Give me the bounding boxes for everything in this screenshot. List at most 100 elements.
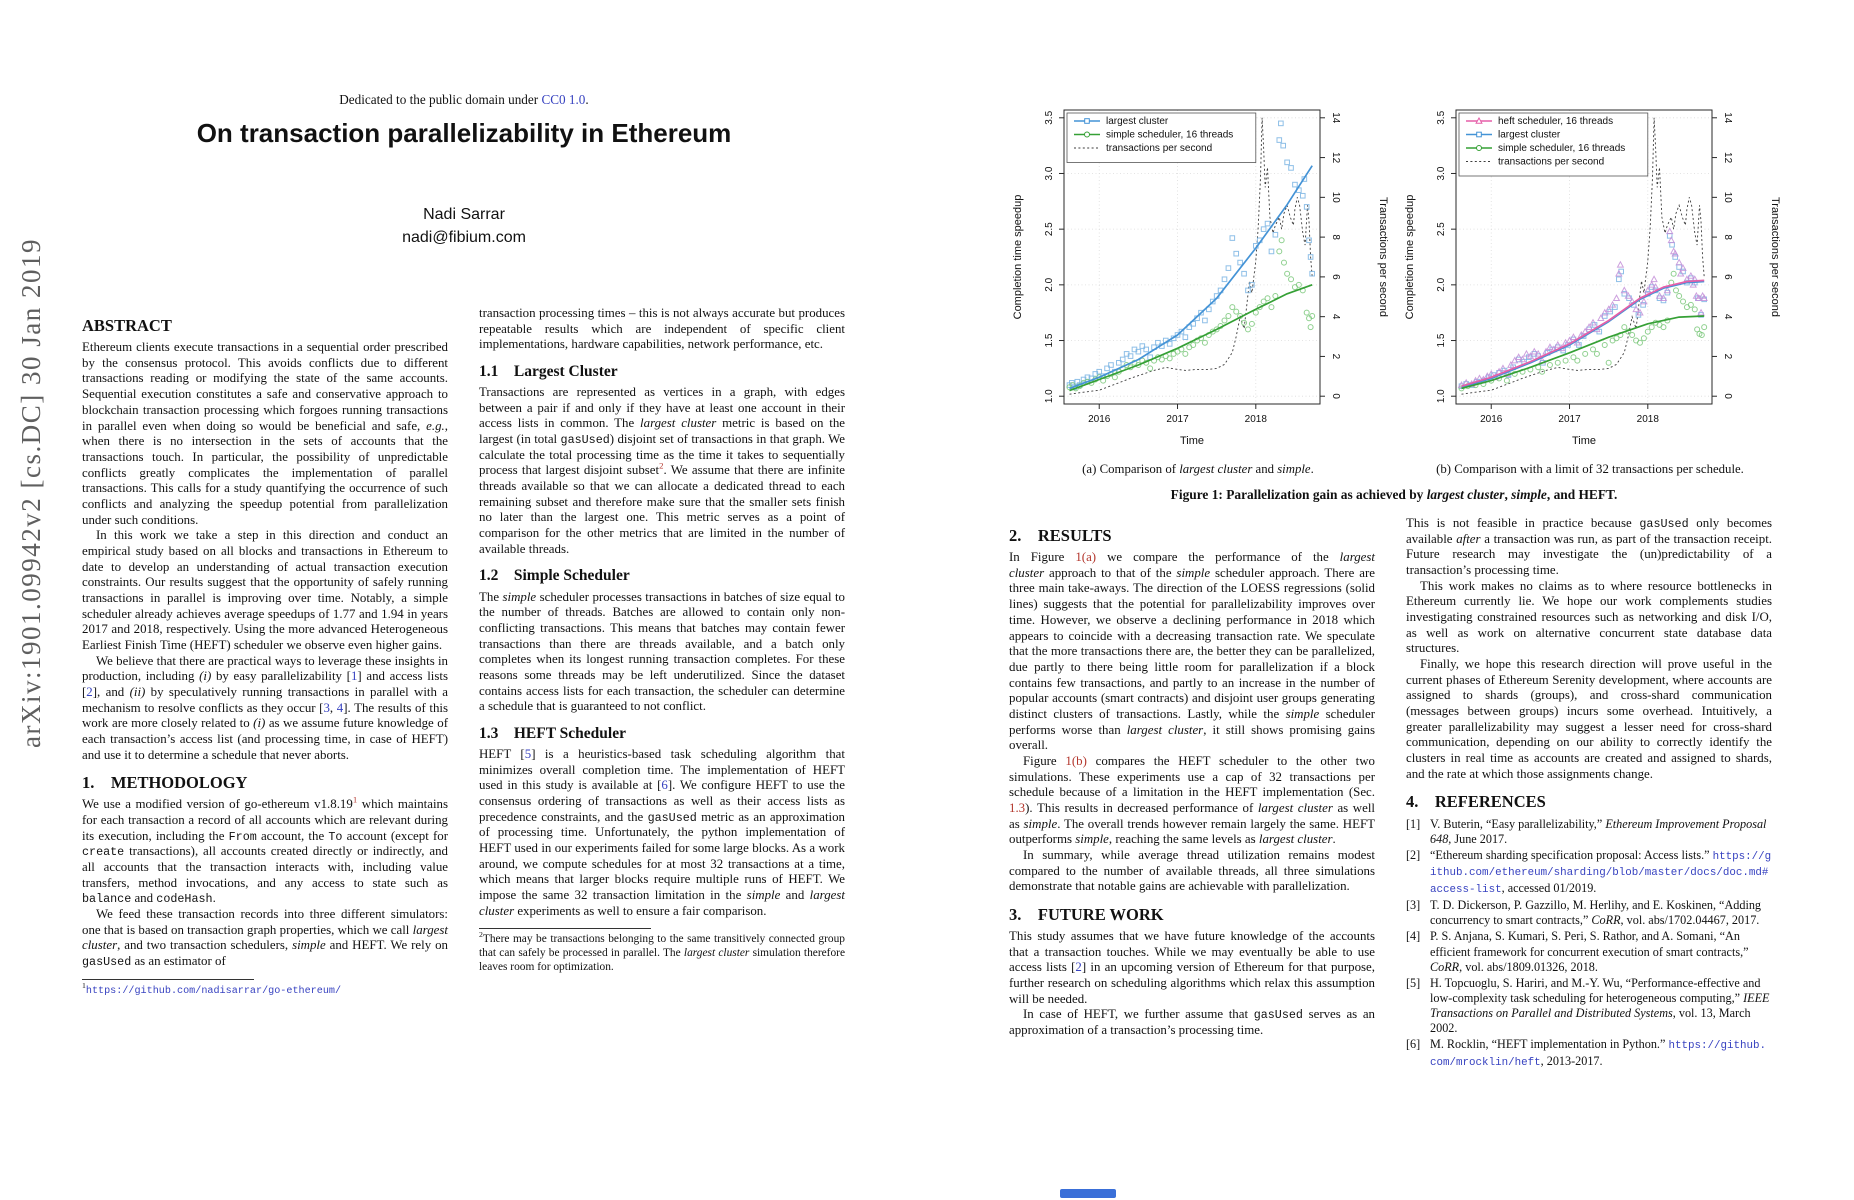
citation-link[interactable]: 1 (350, 669, 358, 684)
svg-text:transactions per second: transactions per second (1498, 157, 1604, 168)
citation-link[interactable]: 5 (524, 746, 532, 761)
paragraph: The simple scheduler processes transacti… (479, 589, 846, 714)
reference-text: P. S. Anjana, S. Kumari, S. Peri, S. Rat… (1430, 929, 1749, 974)
paragraph: Finally, we hope this research direction… (1406, 657, 1772, 781)
svg-text:1.0: 1.0 (1436, 389, 1447, 403)
svg-text:10: 10 (1722, 192, 1733, 204)
subsection-heading: 1.1 Largest Cluster (479, 363, 618, 381)
footnote-rule (479, 928, 651, 930)
svg-text:1.5: 1.5 (1436, 333, 1447, 347)
svg-text:1.5: 1.5 (1044, 333, 1055, 347)
svg-text:3.0: 3.0 (1436, 166, 1447, 180)
svg-text:14: 14 (1330, 112, 1341, 124)
svg-text:2.0: 2.0 (1044, 277, 1055, 291)
svg-text:3.5: 3.5 (1436, 110, 1447, 124)
citation-link[interactable]: 4 (336, 700, 344, 715)
paragraph: In summary, while average thread utiliza… (1009, 847, 1375, 894)
url-link[interactable]: https://github.com/mrocklin/heft (1430, 1040, 1767, 1069)
reference-item: [2] “Ethereum sharding specification prop… (1406, 848, 1772, 897)
svg-text:12: 12 (1330, 152, 1341, 164)
reference-text: “Ethereum sharding specification proposa… (1430, 847, 1772, 896)
reference-item: [6] M. Rocklin, “HEFT implementation in P… (1406, 1037, 1772, 1070)
footnote-rule (82, 978, 254, 980)
svg-text:8: 8 (1330, 234, 1341, 240)
section-heading: 2. RESULTS (1009, 526, 1112, 545)
section-heading: ABSTRACT (82, 316, 172, 335)
paragraph: In Figure 1(a) we compare the performanc… (1009, 550, 1376, 753)
figure-1b-chart: 2016 2017 2018 1.0 1.5 2.0 2.5 3.0 3.5 0 2 4 6 8 10 12 1… (1404, 109, 1781, 447)
svg-text:3.5: 3.5 (1044, 110, 1055, 124)
svg-text:Time: Time (1180, 435, 1204, 447)
svg-text:Time: Time (1572, 435, 1596, 447)
svg-text:2.5: 2.5 (1436, 222, 1447, 236)
paragraph: We feed these transaction records into t… (82, 907, 448, 970)
citation-link[interactable]: 2 (86, 684, 93, 699)
svg-text:Completion time speedup: Completion time speedup (1404, 195, 1416, 320)
svg-text:largest cluster: largest cluster (1106, 116, 1169, 127)
svg-text:2016: 2016 (1088, 414, 1111, 425)
svg-text:4: 4 (1330, 314, 1341, 320)
reference-number: [4] (1406, 929, 1421, 944)
reference-text: V. Buterin, “Easy parallelizability,” Et… (1430, 816, 1767, 846)
svg-text:2.5: 2.5 (1044, 222, 1055, 236)
paragraph: This study assumes that we have future k… (1009, 929, 1375, 1006)
svg-text:8: 8 (1722, 234, 1733, 240)
paragraph: This is not feasible in practice because… (1406, 516, 1772, 578)
paragraph: transaction processing times – this is n… (479, 306, 845, 352)
figure-1a-chart: 2016 2017 2018 1.0 1.5 2.0 2.5 3.0 3.5 0 2 4 6 8 10 12 1… (1012, 109, 1389, 447)
section-heading: 4. REFERENCES (1406, 792, 1546, 812)
citation-link[interactable]: 6 (661, 778, 668, 793)
paragraph: HEFT [5] is a heuristics-based task sche… (479, 746, 846, 918)
footnote: 1https://github.com/nadisarrar/go-ethere… (82, 981, 342, 997)
column-conclusion-references: This is not feasible in practice because… (1406, 516, 1772, 1071)
svg-text:2017: 2017 (1558, 414, 1581, 425)
reference-number: [5] (1406, 975, 1421, 990)
citation-link[interactable]: CC0 1.0 (541, 92, 586, 107)
svg-text:14: 14 (1722, 112, 1733, 124)
svg-text:2: 2 (1330, 354, 1341, 360)
column-results-futurework: 2. RESULTS In Figure 1(a) we compare the … (1009, 516, 1375, 1039)
paragraph: In case of HEFT, we further assume that … (1009, 1007, 1375, 1038)
reference-number: [3] (1406, 898, 1421, 913)
svg-text:4: 4 (1722, 314, 1733, 320)
svg-text:12: 12 (1722, 152, 1733, 164)
svg-text:2018: 2018 (1245, 414, 1268, 425)
reference-number: [6] (1406, 1037, 1421, 1052)
figure-1b-caption: (b) Comparison with a limit of 32 transa… (1436, 462, 1744, 476)
svg-text:6: 6 (1330, 274, 1341, 280)
svg-text:transactions per second: transactions per second (1106, 143, 1212, 154)
reference-number: [2] (1406, 847, 1421, 862)
figure-1a-caption: (a) Comparison of largest cluster and si… (1082, 462, 1314, 476)
author-email: nadi@fibium.com (402, 229, 526, 246)
reference-text: T. D. Dickerson, P. Gazzillo, M. Herlihy… (1430, 898, 1762, 928)
reference-text: M. Rocklin, “HEFT implementation in Pyth… (1430, 1037, 1767, 1069)
citation-link[interactable]: 3 (323, 700, 330, 715)
status-indicator-bar (1060, 1189, 1116, 1198)
dedication-line: Dedicated to the public domain under CC0… (339, 92, 589, 107)
svg-text:6: 6 (1722, 274, 1733, 280)
url-link[interactable]: https://github.com/nadisarrar/go-ethereu… (85, 985, 342, 997)
column-schedulers: transaction processing times – this is n… (479, 306, 845, 974)
svg-text:2016: 2016 (1480, 414, 1503, 425)
svg-text:simple scheduler, 16 threads: simple scheduler, 16 threads (1498, 143, 1625, 154)
subsection-heading: 1.2 Simple Scheduler (479, 567, 630, 585)
svg-text:largest cluster: largest cluster (1498, 130, 1561, 141)
svg-text:Transactions per second: Transactions per second (1377, 197, 1389, 317)
paragraph: This work makes no claims as to where re… (1406, 578, 1772, 656)
reference-item: [3] T. D. Dickerson, P. Gazzillo, M. Herl… (1406, 898, 1772, 928)
paragraph: In this work we take a step in this dire… (82, 528, 448, 652)
paragraph: We use a modified version of go-ethereum… (82, 795, 448, 907)
reference-item: [4] P. S. Anjana, S. Kumari, S. Peri, S. … (1406, 929, 1772, 974)
url-link[interactable]: https://github.com/ethereum/sharding/blo… (1430, 850, 1772, 896)
svg-text:3.0: 3.0 (1044, 166, 1055, 180)
svg-text:0: 0 (1330, 393, 1341, 399)
paragraph: We believe that there are practical ways… (82, 653, 448, 762)
svg-text:heft scheduler, 16 threads: heft scheduler, 16 threads (1498, 116, 1613, 127)
svg-text:2017: 2017 (1166, 414, 1189, 425)
paragraph: Ethereum clients execute transactions in… (82, 340, 448, 527)
citation-link[interactable]: 2 (1075, 960, 1082, 975)
arxiv-watermark: arXiv:1901.09942v2 [cs.DC] 30 Jan 2019 (16, 238, 46, 748)
svg-text:10: 10 (1330, 192, 1341, 204)
paragraph: Transactions are represented as vertices… (479, 385, 846, 556)
